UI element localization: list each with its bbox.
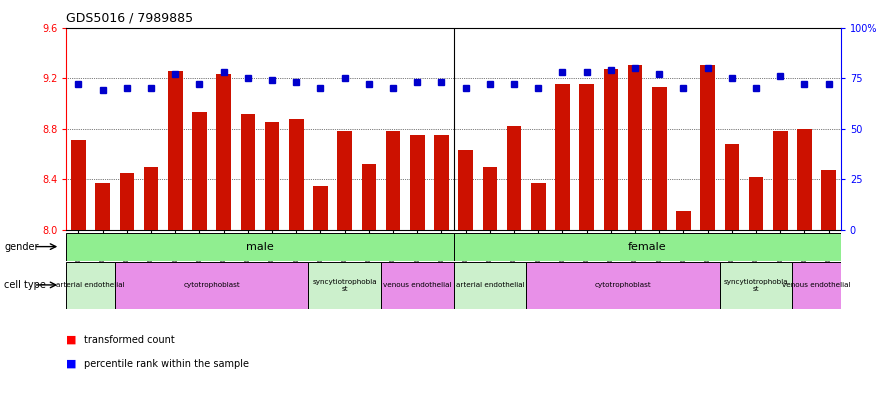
Text: gender: gender: [4, 242, 39, 252]
Bar: [96, 183, 110, 230]
Bar: [71, 140, 86, 230]
Bar: [115, 262, 308, 309]
Text: syncytiotrophobla
st: syncytiotrophobla st: [724, 279, 789, 292]
Bar: [454, 233, 841, 261]
Bar: [143, 167, 158, 230]
Bar: [580, 84, 594, 230]
Text: GDS5016 / 7989885: GDS5016 / 7989885: [66, 12, 194, 25]
Bar: [192, 112, 207, 230]
Bar: [652, 87, 666, 230]
Bar: [168, 70, 182, 230]
Text: cytotrophoblast: cytotrophoblast: [183, 282, 240, 288]
Bar: [700, 66, 715, 230]
Bar: [217, 74, 231, 230]
Text: arterial endothelial: arterial endothelial: [456, 282, 524, 288]
Bar: [531, 183, 545, 230]
Bar: [527, 262, 720, 309]
Bar: [313, 185, 327, 230]
Bar: [362, 164, 376, 230]
Bar: [797, 129, 812, 230]
Bar: [482, 167, 497, 230]
Text: cytotrophoblast: cytotrophoblast: [595, 282, 651, 288]
Text: venous endothelial: venous endothelial: [782, 282, 850, 288]
Bar: [792, 262, 841, 309]
Bar: [435, 135, 449, 230]
Text: female: female: [627, 242, 666, 252]
Bar: [720, 262, 792, 309]
Bar: [337, 131, 352, 230]
Text: ■: ■: [66, 335, 77, 345]
Text: male: male: [246, 242, 273, 252]
Text: arterial endothelial: arterial endothelial: [57, 282, 125, 288]
Bar: [821, 171, 836, 230]
Bar: [555, 84, 570, 230]
Bar: [308, 262, 381, 309]
Bar: [725, 144, 739, 230]
Bar: [119, 173, 135, 230]
Bar: [454, 262, 527, 309]
Text: cell type: cell type: [4, 280, 46, 290]
Bar: [458, 150, 473, 230]
Bar: [265, 122, 280, 230]
Bar: [507, 126, 521, 230]
Text: ■: ■: [66, 358, 77, 369]
Bar: [410, 135, 425, 230]
Bar: [66, 233, 454, 261]
Text: syncytiotrophobla
st: syncytiotrophobla st: [312, 279, 377, 292]
Text: transformed count: transformed count: [84, 335, 175, 345]
Bar: [773, 131, 788, 230]
Bar: [66, 262, 115, 309]
Bar: [749, 177, 763, 230]
Text: venous endothelial: venous endothelial: [383, 282, 451, 288]
Bar: [241, 114, 255, 230]
Bar: [386, 131, 400, 230]
Bar: [627, 66, 643, 230]
Text: percentile rank within the sample: percentile rank within the sample: [84, 358, 249, 369]
Bar: [289, 119, 304, 230]
Bar: [381, 262, 454, 309]
Bar: [604, 69, 618, 230]
Bar: [676, 211, 690, 230]
